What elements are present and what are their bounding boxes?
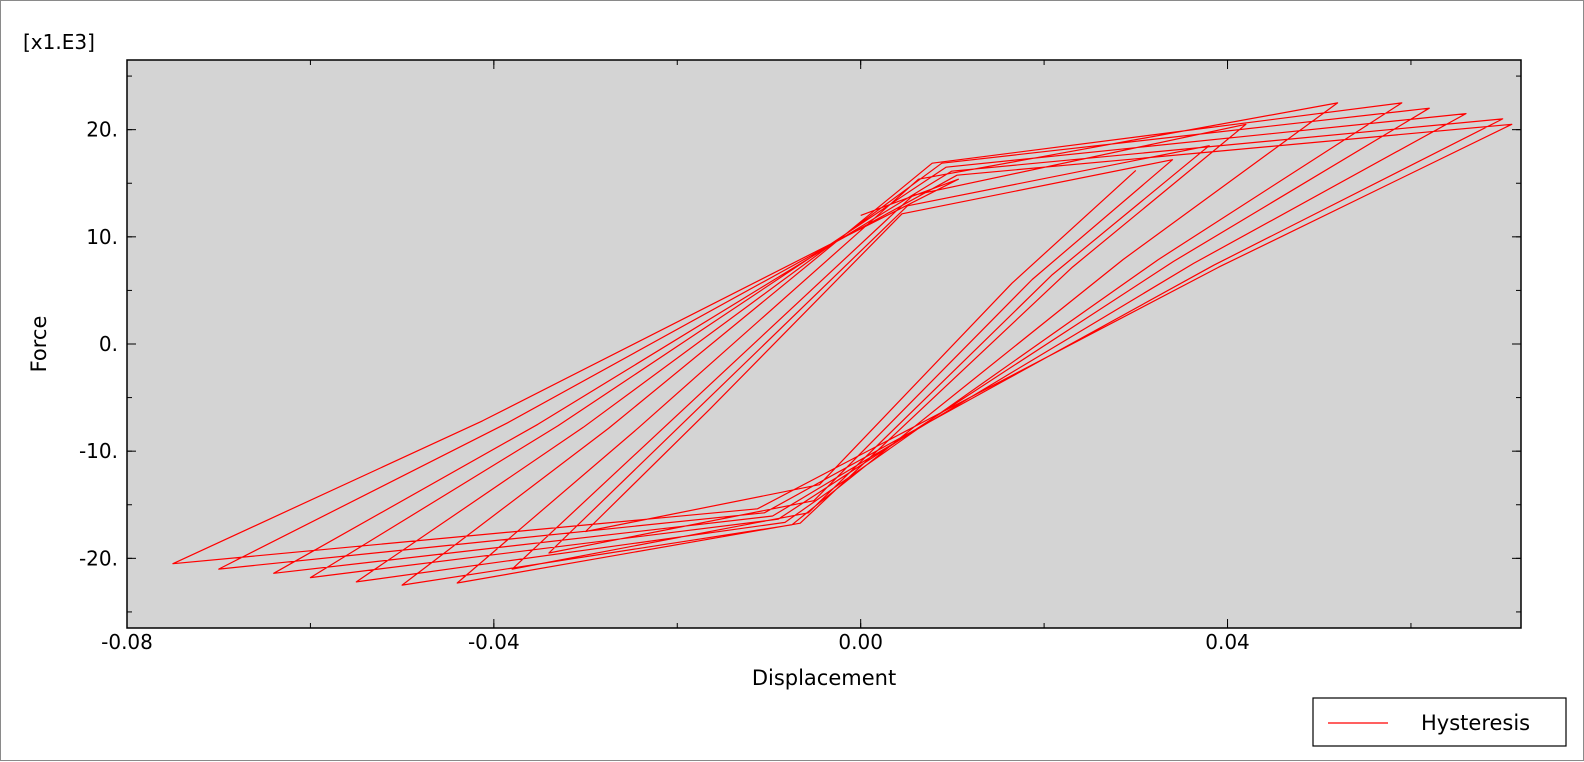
y-tick-label: 10. [86,225,118,249]
series-line-hysteresis [172,102,1513,586]
legend: Hysteresis [1312,697,1567,747]
x-tick-labels: -0.08 -0.04 0.00 0.04 [101,630,1250,654]
legend-box [1312,697,1567,747]
legend-label-hysteresis: Hysteresis [1421,711,1530,735]
y-tick-label: -10. [79,439,118,463]
y-tick-label: 0. [99,332,118,356]
curve-layer [172,102,1513,586]
x-tick-label: -0.04 [468,630,520,654]
y-multiplier-label: [x1.E3] [23,30,95,54]
y-tick-labels: -20. -10. 0. 10. 20. [79,118,118,571]
y-tick-label: 20. [86,118,118,142]
x-tick-label: 0.00 [838,630,883,654]
x-tick-label: 0.04 [1205,630,1250,654]
x-axis-title: Displacement [752,666,896,690]
y-tick-label: -20. [79,546,118,570]
y-axis-title: Force [27,316,51,373]
plot-area [126,59,1522,629]
major-ticks [126,60,1521,628]
x-tick-label: -0.08 [101,630,153,654]
